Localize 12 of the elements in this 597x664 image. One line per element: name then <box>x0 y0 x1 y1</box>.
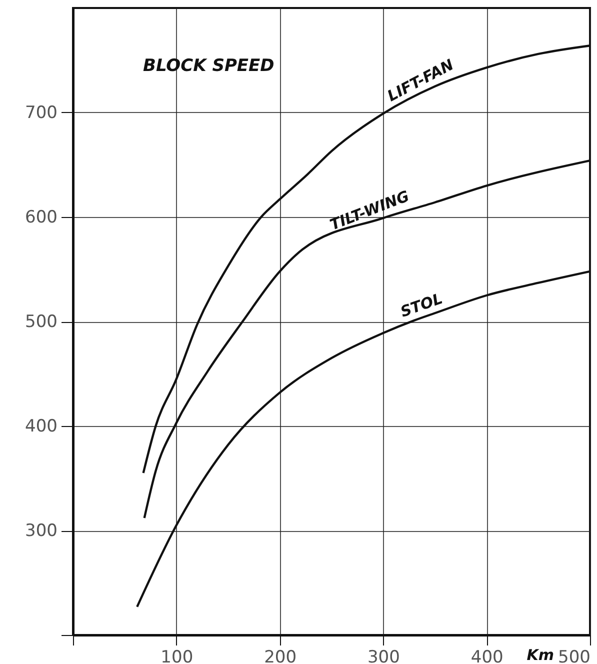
y-tick-label: 300 <box>25 521 58 541</box>
x-tick-label: 500 <box>558 648 590 664</box>
y-tick-label: 400 <box>25 416 58 436</box>
y-tick-label: 600 <box>25 208 58 228</box>
x-axis-title: Km <box>526 646 554 664</box>
y-tick-label: 500 <box>25 312 58 332</box>
x-tick-label: 100 <box>160 648 194 664</box>
y-tick-label: 700 <box>25 103 58 123</box>
text: STOL <box>398 289 445 321</box>
x-tick-label: 200 <box>264 648 297 664</box>
x-tick-label: 400 <box>470 648 504 664</box>
x-tick-label: 300 <box>367 648 400 664</box>
